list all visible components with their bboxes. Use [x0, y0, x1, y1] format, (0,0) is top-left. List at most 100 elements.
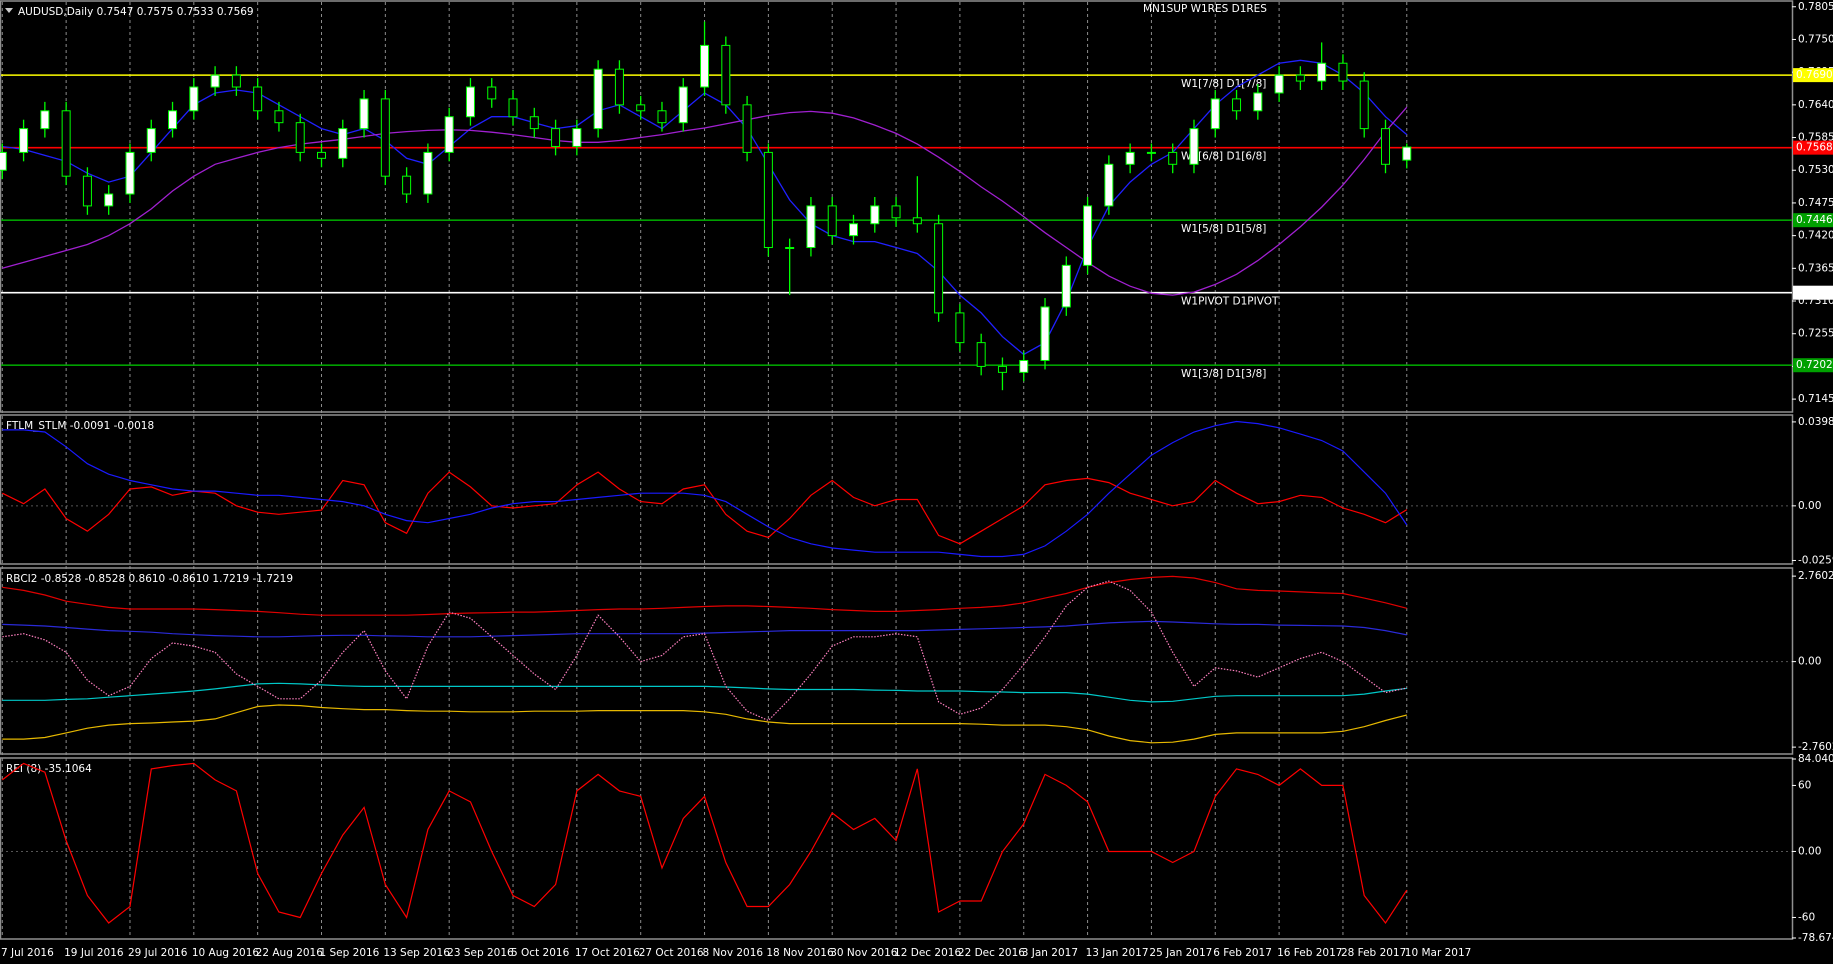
candle-body [487, 86, 497, 100]
x-tick-label: 17 Oct 2016 [575, 947, 640, 959]
level-price-box [1793, 213, 1833, 228]
candle-body [827, 205, 837, 237]
y-tick-label: -78.6746 [1798, 932, 1833, 944]
y-tick-label: -60 [1798, 911, 1815, 923]
candle-body [19, 128, 29, 153]
moving-average [2, 106, 1408, 296]
level-price-box [1793, 358, 1833, 373]
candle-body [785, 247, 795, 250]
level-text: W1PIVOT D1PIVOT [1181, 296, 1279, 308]
x-tick-label: 23 Sep 2016 [447, 947, 514, 959]
level-text: W1[5/8] D1[5/8] [1181, 223, 1266, 235]
y-tick-label: -2.7602 [1798, 741, 1833, 753]
y-tick-label: 0.7640 [1798, 99, 1833, 111]
candle-body [231, 74, 241, 88]
x-tick-label: 1 Sep 2016 [320, 947, 380, 959]
y-tick-label: 84.0409 [1798, 753, 1833, 765]
candle-body [529, 116, 539, 130]
candle-body [402, 175, 412, 195]
candle-body [146, 128, 156, 153]
y-tick-label: 0.7585 [1798, 132, 1833, 144]
candle-body [40, 110, 50, 130]
panel-title: REI (8) -35.1064 [6, 763, 92, 775]
candle-body [721, 44, 731, 106]
y-tick-label: 0.7420 [1798, 230, 1833, 242]
x-tick-label: 29 Jul 2016 [128, 947, 188, 959]
candle-body [551, 128, 561, 147]
x-tick-label: 10 Aug 2016 [192, 947, 260, 959]
panel-frame [0, 757, 1794, 940]
candle-body [274, 110, 284, 124]
indicator-line [1, 762, 1408, 925]
candle-body [317, 151, 326, 159]
annotation: MN1SUP W1RES D1RES [1143, 3, 1267, 15]
x-tick-label: 12 Dec 2016 [894, 947, 961, 959]
candle-body [934, 223, 944, 314]
candle-body [508, 98, 518, 118]
x-tick-label: 5 Oct 2016 [511, 947, 570, 959]
panel-title: AUDUSD,Daily 0.7547 0.7575 0.7533 0.7569 [18, 6, 254, 18]
x-tick-label: 3 Jan 2017 [1022, 947, 1078, 959]
x-tick-label: 18 Nov 2016 [766, 947, 834, 959]
y-tick-label: 0.7530 [1798, 164, 1833, 176]
y-tick-label: 0.7145 [1798, 393, 1833, 405]
candle-body [976, 342, 986, 367]
candle-body [1232, 98, 1242, 112]
candle-body [295, 122, 305, 153]
panel-title: FTLM_STLM -0.0091 -0.0018 [6, 420, 154, 432]
x-tick-label: 8 Nov 2016 [703, 947, 764, 959]
level-price-label: 0.7202 [1796, 359, 1833, 371]
level-text: W1[7/8] D1[7/8] [1181, 78, 1266, 90]
candle-body [614, 68, 624, 106]
x-tick-label: 6 Feb 2017 [1213, 947, 1272, 959]
candle-body [1146, 151, 1156, 154]
candle-body [1210, 98, 1220, 130]
panel-title: RBCI2 -0.8528 -0.8528 0.8610 -0.8610 1.7… [6, 573, 293, 585]
candle-body [0, 151, 7, 171]
x-tick-label: 27 Oct 2016 [639, 947, 704, 959]
candle-body [1189, 128, 1199, 165]
candle-body [912, 217, 922, 225]
candle-body [1083, 205, 1093, 266]
candle-body [253, 86, 263, 112]
menu-triangle [5, 8, 13, 13]
x-tick-label: 13 Jan 2017 [1086, 947, 1149, 959]
y-tick-label: 0.7475 [1798, 197, 1833, 209]
candle-body [1274, 74, 1284, 94]
y-tick-label: 0.00 [1798, 500, 1821, 512]
candle-body [189, 86, 199, 112]
candle-body [359, 98, 369, 130]
indicator-line [2, 704, 1407, 744]
indicator-line [2, 471, 1408, 545]
level-price-box [1793, 285, 1833, 300]
y-tick-label: 0.00 [1798, 845, 1821, 857]
level-text: W1[3/8] D1[3/8] [1181, 368, 1266, 380]
y-tick-label: 0.7805 [1798, 1, 1833, 13]
x-tick-label: 16 Feb 2017 [1277, 947, 1342, 959]
y-tick-label: 0.7255 [1798, 328, 1833, 340]
candle-body [849, 223, 858, 237]
candle-body [1125, 151, 1135, 165]
candle-body [636, 104, 646, 112]
indicator-line [2, 580, 1407, 722]
candle-body [955, 312, 965, 344]
y-tick-label: -0.0259 [1798, 554, 1833, 566]
candle-body [61, 110, 71, 177]
candle-body [465, 86, 475, 118]
candle-body [82, 175, 92, 207]
candle-body [678, 86, 688, 124]
indicator-line [2, 682, 1407, 703]
level-price-label: 0.7324 [1796, 287, 1833, 299]
candle-body [1040, 306, 1050, 361]
candle-body [742, 104, 752, 153]
x-tick-label: 28 Feb 2017 [1341, 947, 1406, 959]
candle-body [423, 151, 433, 195]
level-price-box [1793, 140, 1833, 155]
level-price-box [1793, 68, 1833, 83]
indicator-line [2, 420, 1408, 558]
x-tick-label: 19 Jul 2016 [64, 947, 124, 959]
panel-frame [0, 0, 1794, 413]
